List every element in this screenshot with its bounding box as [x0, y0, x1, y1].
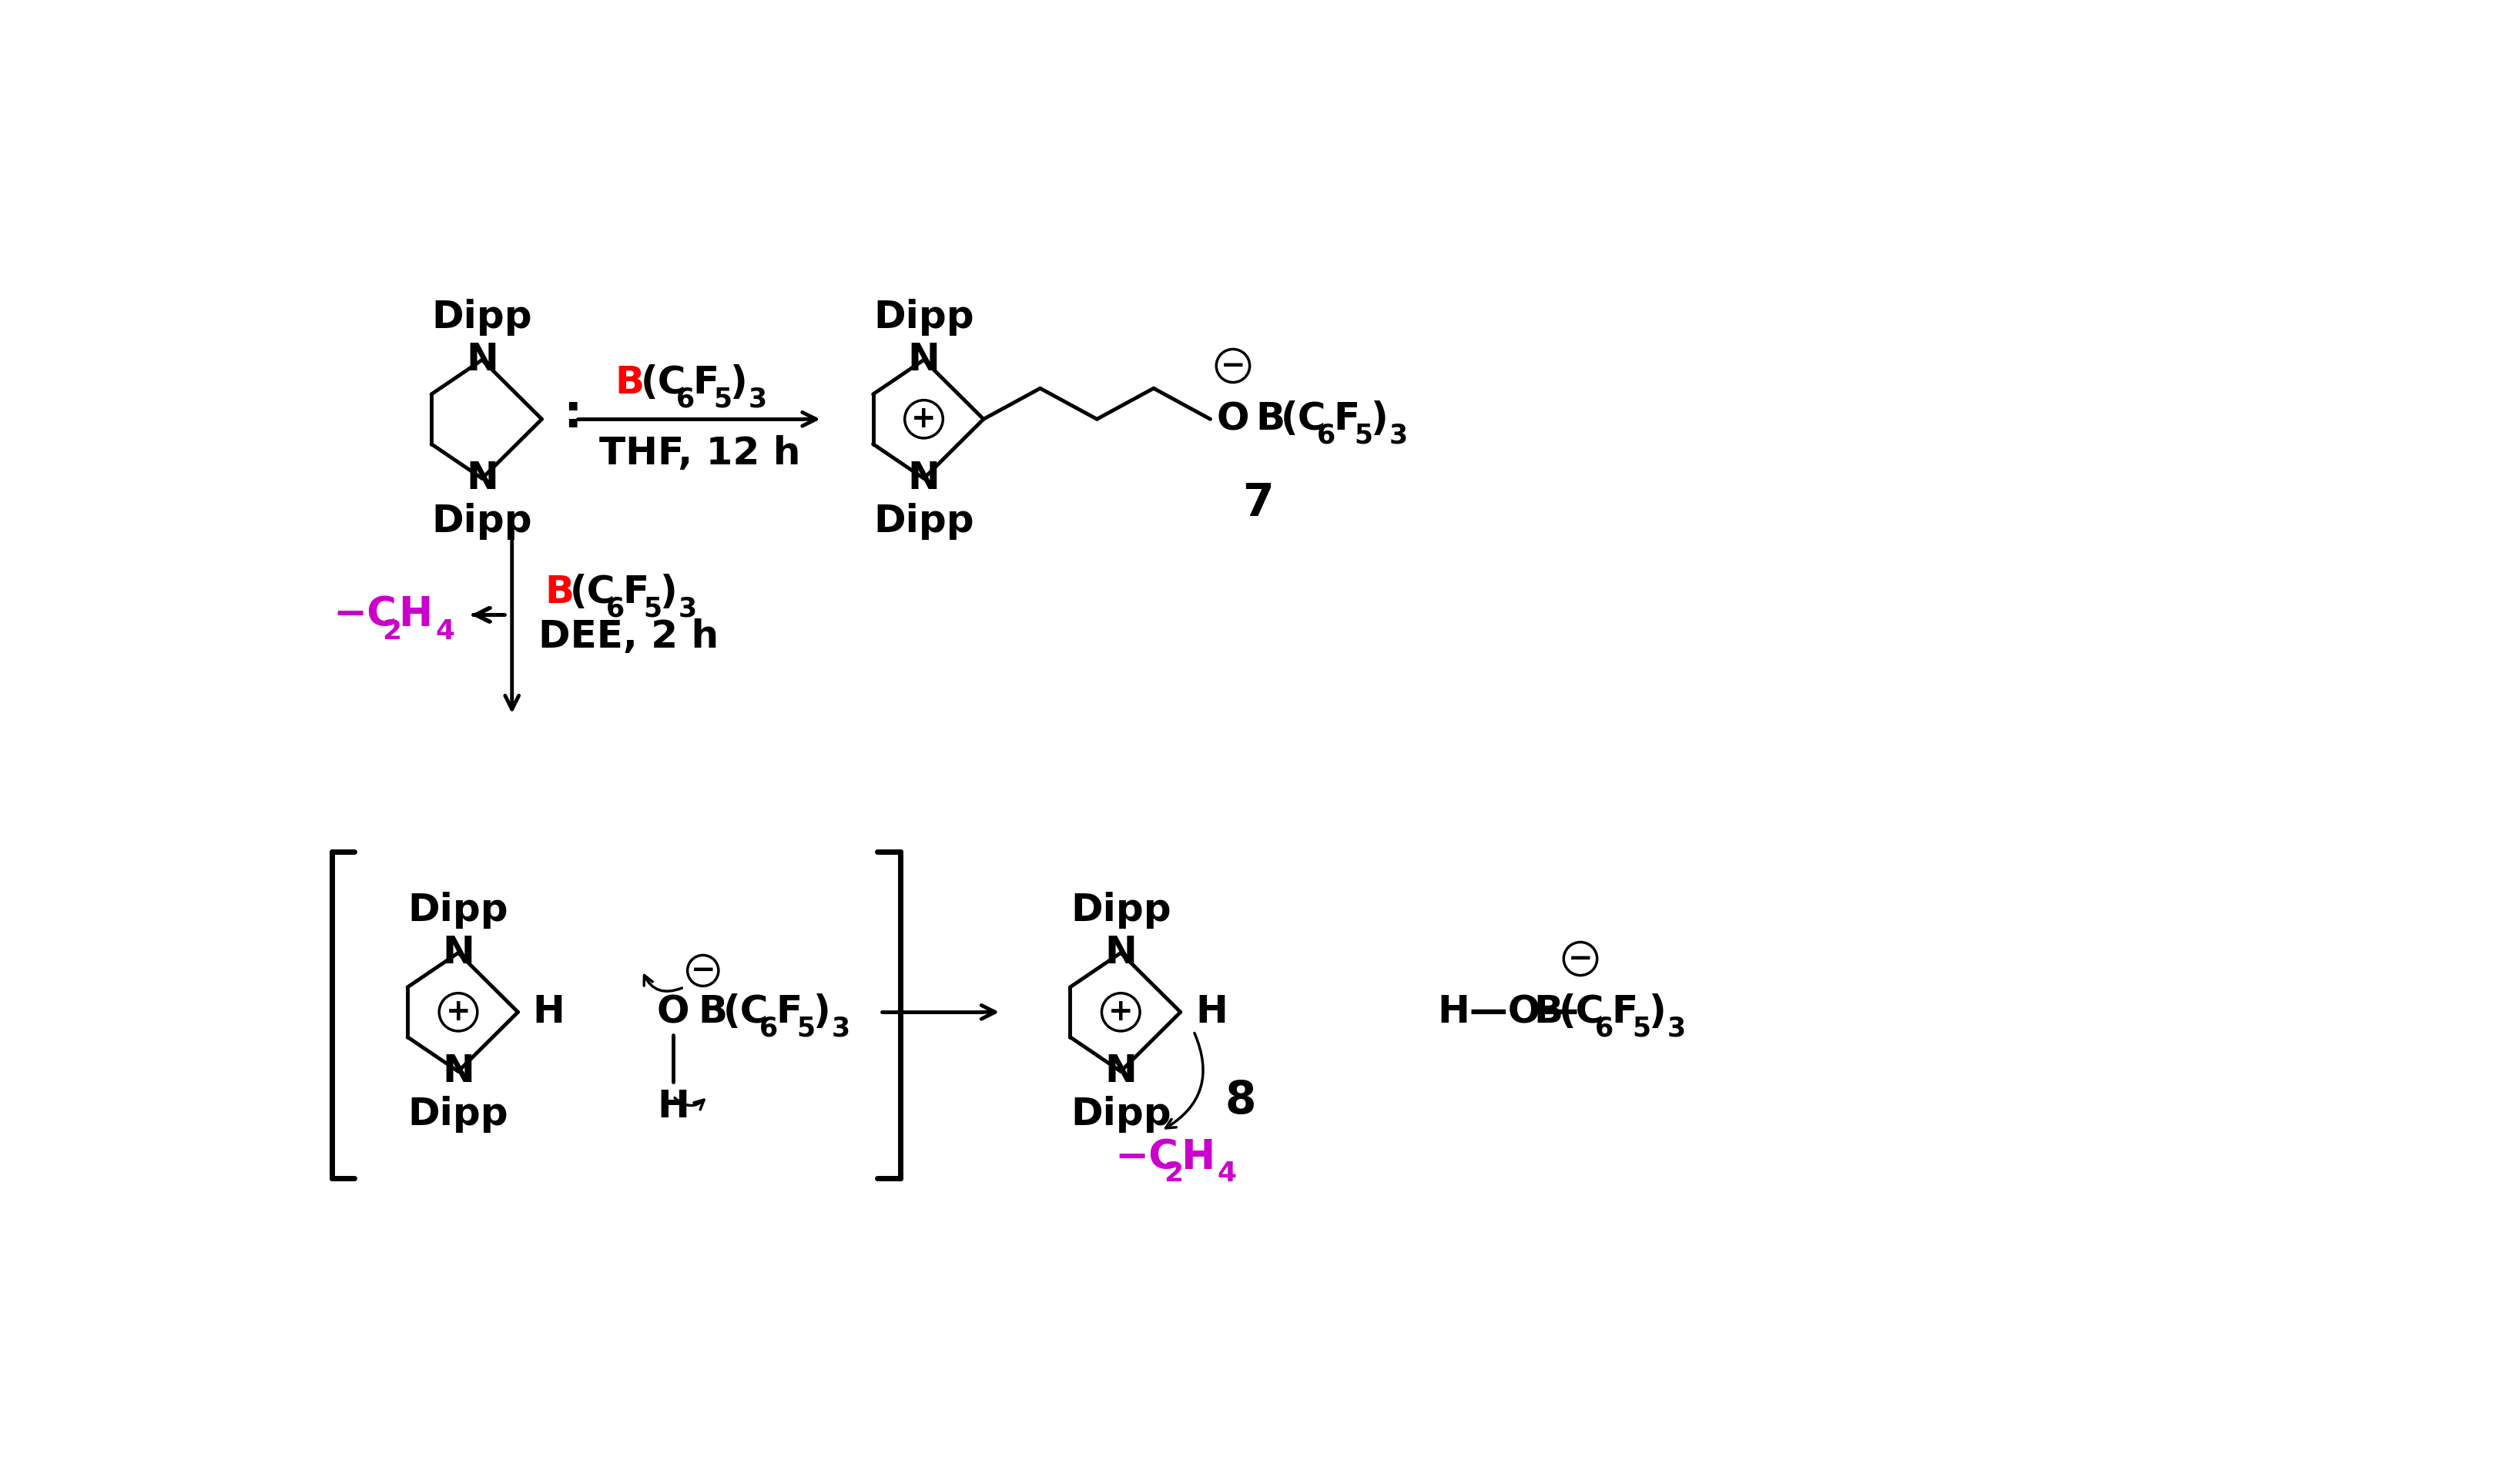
Text: Dipp: Dipp — [1071, 892, 1172, 928]
Text: B: B — [1255, 401, 1285, 437]
Text: 3: 3 — [748, 386, 766, 412]
Text: (C: (C — [570, 574, 615, 610]
Text: F: F — [1333, 401, 1361, 437]
Text: N: N — [907, 341, 940, 379]
Text: 7: 7 — [1242, 481, 1273, 526]
Text: F: F — [622, 574, 648, 610]
Text: −C: −C — [1114, 1138, 1179, 1177]
Text: +: + — [912, 405, 937, 434]
Text: 6: 6 — [759, 1016, 779, 1042]
Text: 8: 8 — [1225, 1080, 1255, 1123]
Text: N: N — [466, 341, 499, 379]
Text: N: N — [466, 460, 499, 497]
Text: Dipp: Dipp — [1071, 1096, 1172, 1132]
Text: 2: 2 — [383, 618, 401, 644]
Text: N: N — [907, 460, 940, 497]
Text: ): ) — [1648, 994, 1666, 1030]
Text: H: H — [1194, 994, 1227, 1030]
Text: 5: 5 — [1633, 1016, 1651, 1042]
Text: B: B — [1535, 994, 1562, 1030]
Text: N: N — [1104, 934, 1137, 972]
Text: +: + — [446, 998, 471, 1027]
Text: 4: 4 — [1217, 1161, 1237, 1187]
Text: 3: 3 — [678, 596, 696, 622]
Text: 2: 2 — [1164, 1161, 1182, 1187]
Text: H—O—: H—O— — [1436, 994, 1580, 1030]
Text: 6: 6 — [1595, 1016, 1613, 1042]
Text: ): ) — [1371, 401, 1389, 437]
Text: 5: 5 — [713, 386, 733, 412]
Text: N: N — [441, 934, 474, 972]
Text: ): ) — [660, 574, 678, 610]
Text: B: B — [615, 364, 645, 401]
Text: F: F — [1610, 994, 1638, 1030]
Text: Dipp: Dipp — [408, 892, 509, 928]
Text: 5: 5 — [643, 596, 663, 622]
Text: Dipp: Dipp — [431, 299, 532, 335]
Text: −C: −C — [333, 594, 396, 635]
Text: N: N — [1104, 1053, 1137, 1090]
Text: (C: (C — [723, 994, 769, 1030]
Text: DEE, 2 h: DEE, 2 h — [539, 618, 718, 656]
Text: −: − — [1567, 944, 1593, 973]
Text: (C: (C — [1560, 994, 1605, 1030]
Text: (C: (C — [1280, 401, 1326, 437]
Text: ): ) — [814, 994, 832, 1030]
Text: O: O — [1217, 401, 1250, 437]
Text: F: F — [776, 994, 801, 1030]
Text: B: B — [698, 994, 728, 1030]
Text: 4: 4 — [436, 618, 456, 644]
Text: 6: 6 — [675, 386, 696, 412]
Text: N: N — [441, 1053, 474, 1090]
Text: H: H — [532, 994, 564, 1030]
Text: H: H — [398, 594, 433, 635]
Text: ): ) — [731, 364, 748, 401]
Text: H: H — [658, 1088, 690, 1125]
Text: +: + — [1109, 998, 1134, 1027]
Text: 5: 5 — [1353, 423, 1373, 449]
Text: −: − — [690, 956, 716, 985]
Text: 3: 3 — [832, 1016, 849, 1042]
Text: 6: 6 — [605, 596, 625, 622]
Text: H: H — [1179, 1138, 1215, 1177]
Text: Dipp: Dipp — [874, 299, 975, 335]
Text: 6: 6 — [1315, 423, 1336, 449]
Text: Dipp: Dipp — [874, 503, 975, 539]
Text: 3: 3 — [1389, 423, 1406, 449]
Text: B: B — [544, 574, 575, 610]
Text: THF, 12 h: THF, 12 h — [600, 436, 801, 472]
Text: O: O — [658, 994, 690, 1030]
Text: (C: (C — [640, 364, 685, 401]
Text: −: − — [1220, 351, 1245, 380]
Text: Dipp: Dipp — [408, 1096, 509, 1132]
Text: :: : — [564, 392, 582, 437]
Text: 3: 3 — [1666, 1016, 1686, 1042]
Text: F: F — [693, 364, 718, 401]
Text: Dipp: Dipp — [431, 503, 532, 539]
Text: 5: 5 — [796, 1016, 814, 1042]
